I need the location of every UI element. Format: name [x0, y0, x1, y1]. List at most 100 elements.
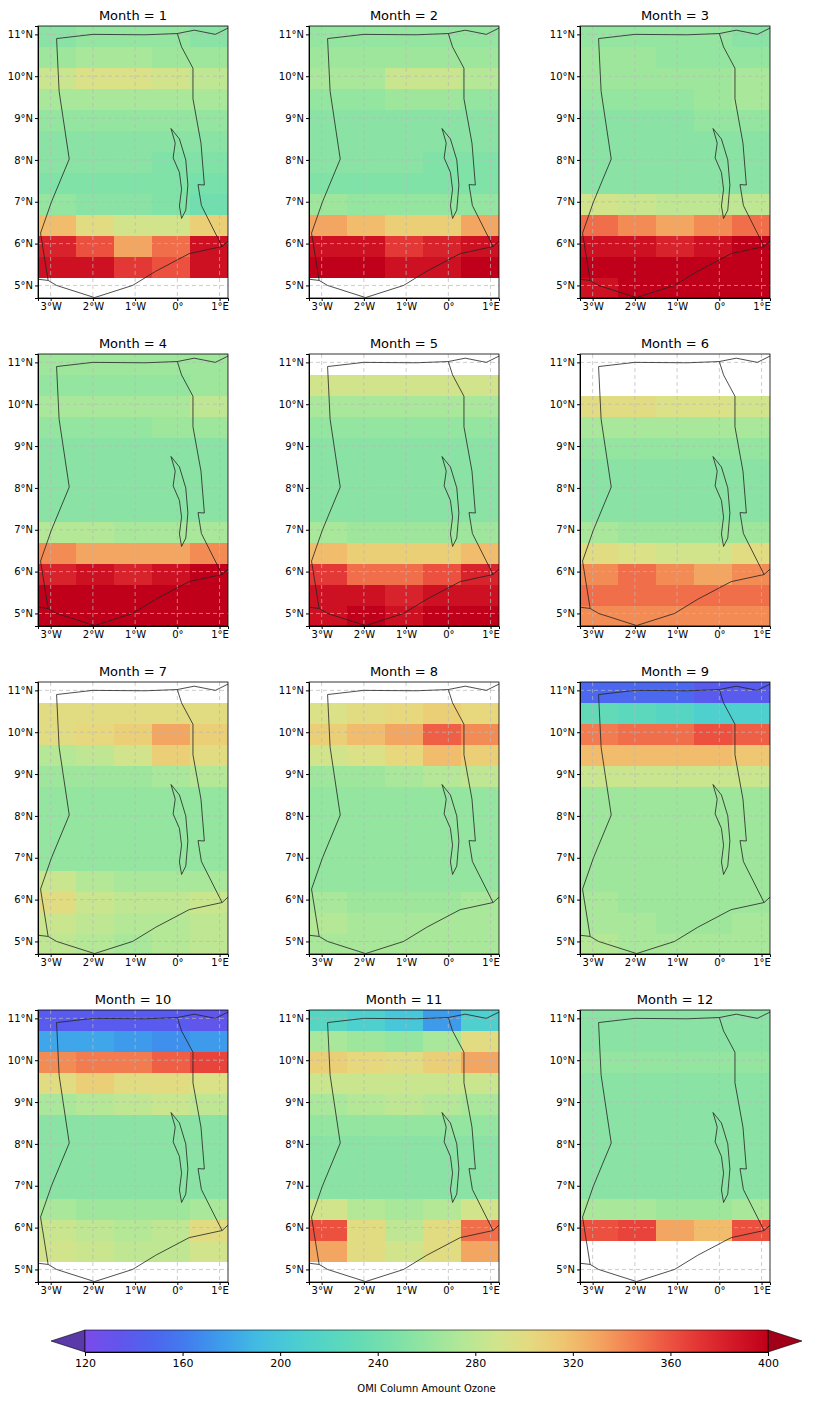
grid-line [50, 354, 51, 626]
y-axis: 5°N6°N7°N8°N9°N10°N11°N [8, 355, 39, 627]
heat-cell [656, 891, 695, 912]
tick-mark [306, 1186, 309, 1187]
panel-title: Month = 2 [370, 8, 438, 23]
tick: 0° [714, 1282, 725, 1296]
heat-cell [656, 1177, 695, 1198]
grid-line [38, 857, 228, 858]
tick: 10°N [8, 1055, 38, 1066]
tick-label: 240 [368, 1357, 389, 1370]
tick: 3°W [312, 626, 333, 640]
heat-cell [190, 396, 228, 417]
tick-label: 6°N [556, 1222, 575, 1233]
heat-cell [656, 584, 695, 605]
axis-line [577, 27, 581, 299]
border-line [580, 279, 590, 281]
colorbar: 120160200240280320360400OMI Column Amoun… [51, 1330, 802, 1394]
heat-cell [694, 480, 733, 501]
heat-cell [385, 1073, 424, 1094]
heat-cell [190, 68, 228, 89]
tick-label: 8°N [556, 155, 575, 166]
grid-line [719, 1010, 720, 1282]
tick: 5°N [556, 1264, 580, 1275]
grid-line [363, 682, 364, 954]
tick-label: 11°N [279, 29, 304, 40]
heat-cell [423, 1156, 462, 1177]
grid-line [309, 1143, 499, 1144]
heat-cell [309, 828, 348, 849]
map-panel: 3°W2°W1°W0°1°E5°N6°N7°N8°N9°N10°N11°NMon… [279, 8, 503, 312]
plot-area [580, 1010, 770, 1282]
x-axis: 3°W2°W1°W0°1°E [581, 298, 771, 312]
tick: 11°N [550, 29, 580, 40]
heat-cell [385, 808, 424, 829]
tick: 1°W [396, 954, 417, 968]
grid-line [309, 1060, 499, 1061]
heat-cell [347, 459, 386, 480]
grid-line [38, 732, 228, 733]
border-line [312, 362, 494, 626]
heat-cell [190, 703, 228, 724]
tick-label: 0° [172, 1285, 183, 1296]
heat-cell [618, 891, 657, 912]
heat-cell [461, 1136, 499, 1157]
tick-mark [183, 1352, 184, 1356]
grid-line [219, 682, 220, 954]
heat-cell [114, 214, 153, 235]
panel-title: Month = 1 [99, 8, 167, 23]
heat-cell [76, 808, 115, 829]
grid-line [177, 26, 178, 298]
heat-cell [152, 912, 191, 933]
tick: 6°N [556, 894, 580, 905]
tick-mark [306, 774, 309, 775]
tick: 10°N [8, 71, 38, 82]
tick-label: 11°N [8, 357, 33, 368]
grid-line [177, 682, 178, 954]
tick: 7°N [14, 196, 38, 207]
heat-cell [694, 152, 733, 173]
tick: 11°N [8, 29, 38, 40]
heat-cell [385, 787, 424, 808]
heat-cell [732, 703, 770, 724]
heat-cell [152, 724, 191, 745]
x-axis: 3°W2°W1°W0°1°E [39, 1282, 229, 1296]
heat-cell [152, 563, 191, 584]
heat-cell [309, 849, 348, 870]
heat-cell [694, 563, 733, 584]
heat-cell [114, 375, 153, 396]
heat-cell [618, 912, 657, 933]
tick-label: 0° [172, 301, 183, 312]
tick: 8°N [556, 155, 580, 166]
heat-cell [152, 396, 191, 417]
heat-cell [38, 1240, 77, 1261]
grid-line [580, 1185, 770, 1186]
grid-line [592, 354, 593, 626]
tick-mark [306, 572, 309, 573]
tick-label: 2°W [354, 629, 375, 640]
heat-cell [732, 1010, 770, 1031]
tick: 200 [270, 1352, 291, 1370]
heat-cell [76, 703, 115, 724]
tick-label: 7°N [556, 524, 575, 535]
heat-cell [423, 1073, 462, 1094]
heat-cell [656, 26, 695, 47]
heat-cell [694, 724, 733, 745]
tick-label: 2°W [354, 1285, 375, 1296]
axis-line [35, 683, 39, 955]
grid-line [309, 774, 499, 775]
heat-cell [309, 521, 348, 542]
tick: 2°W [625, 1282, 646, 1296]
heat-cell [732, 724, 770, 745]
grid-line [309, 404, 499, 405]
heat-cell [461, 417, 499, 438]
tick-mark [306, 446, 309, 447]
tick-mark [306, 900, 309, 901]
tick-label: 5°N [285, 280, 304, 291]
y-axis: 5°N6°N7°N8°N9°N10°N11°N [550, 683, 581, 955]
heat-cell [656, 480, 695, 501]
plot-area [580, 354, 770, 626]
heat-cell [190, 256, 228, 277]
heat-cell [152, 1031, 191, 1052]
heat-cell [618, 172, 657, 193]
tick-mark [35, 362, 38, 363]
heat-cell [76, 912, 115, 933]
